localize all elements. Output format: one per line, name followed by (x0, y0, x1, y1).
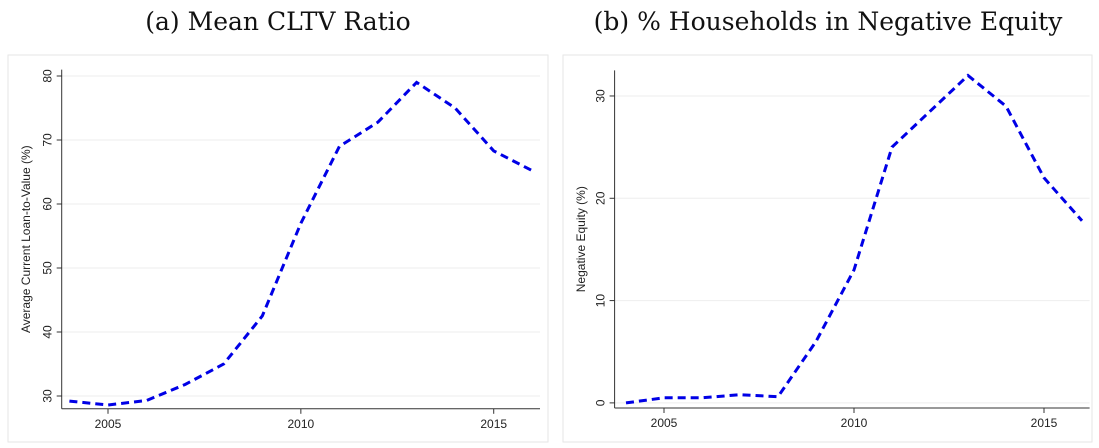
x-tick-label: 2010 (287, 417, 314, 431)
y-tick-label: 30 (594, 89, 608, 103)
y-tick-label: 50 (41, 261, 55, 275)
y-tick-label: 80 (41, 69, 55, 83)
y-axis-label: Negative Equity (%) (574, 186, 588, 292)
y-tick-label: 0 (594, 399, 608, 406)
chart-title: (b) % Households in Negative Equity (594, 7, 1064, 36)
y-tick-label: 60 (41, 197, 55, 211)
y-tick-label: 70 (41, 133, 55, 147)
y-axis-label: Average Current Loan-to-Value (%) (19, 145, 33, 333)
y-tick-label: 10 (594, 294, 608, 308)
panel-frame (7, 54, 549, 443)
chart-title: (a) Mean CLTV Ratio (145, 7, 410, 36)
y-tick-label: 30 (41, 389, 55, 403)
y-tick-label: 40 (41, 325, 55, 339)
x-tick-label: 2015 (480, 417, 507, 431)
x-tick-label: 2010 (841, 416, 868, 430)
panel-frame (562, 54, 1093, 443)
data-line (69, 80, 533, 407)
data-line (625, 73, 1084, 405)
x-tick-label: 2005 (95, 417, 122, 431)
x-tick-label: 2015 (1031, 416, 1058, 430)
y-tick-label: 20 (594, 191, 608, 205)
x-tick-label: 2005 (651, 416, 678, 430)
